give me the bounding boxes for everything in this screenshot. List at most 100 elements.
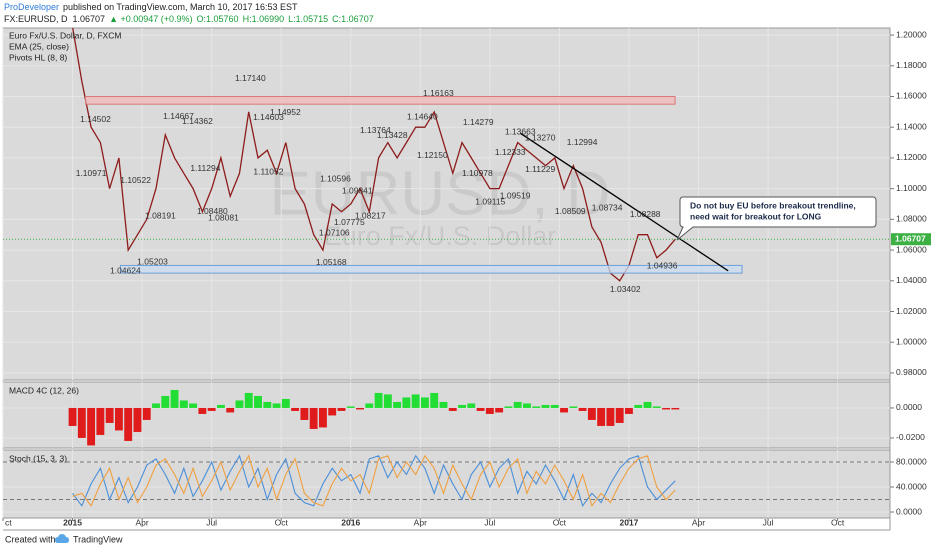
header-line-1: ProDeveloper published on TradingView.com… bbox=[4, 2, 298, 12]
macd-bar bbox=[671, 407, 680, 410]
macd-bar bbox=[420, 397, 429, 408]
pivot-label: 1.05168 bbox=[316, 257, 347, 267]
y-tick-label: 1.10000 bbox=[896, 183, 927, 193]
macd-bar bbox=[272, 403, 281, 408]
macd-bar bbox=[114, 407, 123, 431]
pivot-label: 1.08480 bbox=[197, 206, 228, 216]
macd-bar bbox=[662, 407, 670, 410]
macd-bar bbox=[513, 401, 522, 408]
macd-bar bbox=[281, 398, 290, 408]
published: published on TradingView.com, March 10, … bbox=[63, 2, 298, 12]
macd-bar bbox=[198, 407, 207, 414]
pivot-label: 1.14603 bbox=[253, 112, 284, 122]
author[interactable]: ProDeveloper bbox=[4, 2, 59, 12]
legend-macd: MACD 4C (12, 26) bbox=[9, 385, 79, 395]
legend-ema: EMA (25, close) bbox=[9, 41, 69, 51]
pivot-label: 1.13428 bbox=[377, 130, 408, 140]
macd-bar bbox=[485, 407, 494, 414]
footer-brand[interactable]: TradingView bbox=[73, 534, 123, 544]
y-tick-label: 1.14000 bbox=[896, 121, 927, 131]
macd-bar bbox=[96, 407, 105, 435]
macd-bar bbox=[124, 407, 133, 441]
x-tick-label: 2016 bbox=[341, 517, 360, 527]
pivot-label: 1.10978 bbox=[462, 168, 493, 178]
x-tick-label: 2015 bbox=[63, 517, 82, 527]
macd-bar bbox=[383, 394, 392, 408]
macd-bar bbox=[263, 401, 272, 408]
macd-bar bbox=[402, 397, 411, 408]
pivot-label: 1.11052 bbox=[253, 167, 283, 177]
pivot-label: 1.10522 bbox=[120, 175, 151, 185]
y-tick-label: 0.98000 bbox=[896, 367, 927, 377]
close: C:1.06707 bbox=[332, 14, 374, 24]
pivot-label: 1.08217 bbox=[355, 210, 386, 220]
y-tick-label: 1.04000 bbox=[896, 275, 927, 285]
x-tick-label: 2017 bbox=[619, 517, 638, 527]
pivot-label: 1.12994 bbox=[567, 137, 598, 147]
macd-bar bbox=[337, 407, 346, 411]
macd-bar bbox=[504, 406, 513, 408]
last-price-tag bbox=[891, 233, 931, 246]
macd-bar bbox=[569, 406, 578, 408]
macd-bar bbox=[597, 407, 606, 426]
note-box bbox=[676, 196, 877, 241]
pivot-label: 1.13270 bbox=[525, 133, 556, 143]
macd-bar bbox=[328, 407, 337, 416]
pivot-label: 1.08288 bbox=[630, 209, 661, 219]
pivot-label: 1.12333 bbox=[495, 147, 526, 157]
macd-bar bbox=[439, 401, 448, 408]
x-tick-label: Apr bbox=[135, 517, 148, 527]
x-tick-label: ct bbox=[5, 517, 12, 527]
note-line: Do not buy EU before breakout trendline, bbox=[690, 200, 856, 210]
macd-bar bbox=[87, 407, 96, 446]
pivot-label: 1.17140 bbox=[235, 73, 266, 83]
macd-bar bbox=[254, 395, 262, 408]
macd-pane bbox=[2, 381, 891, 449]
high: H:1.06990 bbox=[243, 14, 285, 24]
macd-bar bbox=[458, 404, 466, 408]
macd-bar bbox=[411, 394, 420, 408]
macd-bar bbox=[374, 392, 383, 408]
x-tick-label: Apr bbox=[692, 517, 705, 527]
macd-bar bbox=[300, 407, 309, 420]
pivot-label: 1.10971 bbox=[76, 168, 107, 178]
macd-bar bbox=[309, 407, 318, 429]
pivot-label: 1.14362 bbox=[182, 116, 213, 126]
macd-bar bbox=[587, 407, 596, 420]
y-tick-label: 1.00000 bbox=[896, 336, 927, 346]
pivot-label: 1.08734 bbox=[592, 202, 623, 212]
pivot-label: 1.14502 bbox=[80, 114, 111, 124]
legend-stoch: Stoch (15, 3, 3) bbox=[9, 453, 67, 463]
macd-bar bbox=[244, 392, 253, 408]
macd-bar bbox=[393, 401, 402, 408]
pane-data bbox=[68, 389, 680, 446]
macd-bar bbox=[430, 392, 439, 408]
y-tick-label: 0.0000 bbox=[896, 402, 922, 412]
macd-bar bbox=[467, 403, 476, 408]
pivot-label: 1.07775 bbox=[334, 217, 365, 227]
legend-pivots: Pivots HL (8, 8) bbox=[9, 52, 67, 62]
macd-bar bbox=[318, 407, 327, 428]
stoch-line bbox=[72, 454, 676, 508]
macd-bar bbox=[235, 400, 244, 408]
price: 1.06707 bbox=[73, 14, 106, 24]
macd-bar bbox=[365, 403, 374, 408]
y-tick-label: 1.20000 bbox=[896, 29, 927, 39]
pivot-label: 1.04624 bbox=[110, 265, 141, 275]
macd-bar bbox=[77, 407, 86, 438]
symbol: FX:EURUSD, D bbox=[4, 14, 68, 24]
y-tick-label: 1.16000 bbox=[896, 91, 927, 101]
macd-bar bbox=[532, 406, 541, 408]
change: ▲ +0.00947 (+0.9%) bbox=[109, 14, 192, 24]
macd-bar bbox=[291, 407, 300, 411]
x-tick-label: Oct bbox=[275, 517, 289, 527]
macd-bar bbox=[643, 401, 652, 408]
trendline bbox=[519, 132, 729, 272]
macd-bar bbox=[578, 407, 587, 411]
pivot-label: 1.03402 bbox=[610, 284, 641, 294]
x-tick-label: Jul bbox=[484, 517, 495, 527]
macd-bar bbox=[615, 407, 624, 423]
pivot-label: 1.09115 bbox=[475, 196, 505, 206]
pivot-label: 1.08509 bbox=[555, 206, 586, 216]
y-tick-label: 1.12000 bbox=[896, 152, 927, 162]
